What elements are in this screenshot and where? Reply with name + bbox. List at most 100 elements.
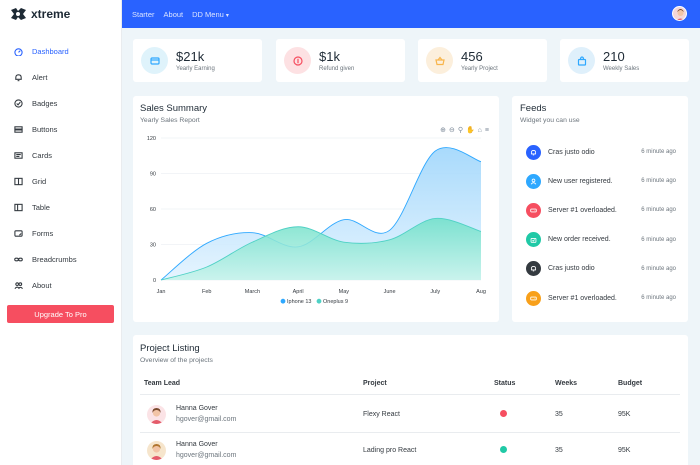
logo-icon [11,8,26,20]
feed-time: 6 minute ago [641,178,676,185]
sidebar-item-breadcrumbs[interactable]: Breadcrumbs [0,246,121,272]
sidebar-item-table[interactable]: Table [0,194,121,220]
stat-text: 210 Weekly Sales [603,49,639,72]
speedometer-icon [14,47,23,56]
bell-icon [530,266,537,272]
stat-card: $1k Refund given [276,39,405,82]
projects-title: Project Listing [140,343,200,354]
hdd-stack-icon [14,125,23,133]
feed-time: 6 minute ago [641,295,676,301]
feed-text: Server #1 overloaded. [548,206,617,214]
home-icon[interactable]: ⌂ [477,127,482,134]
sidebar-item-label: Cards [32,150,53,160]
stat-text: 456 Yearly Project [461,49,498,72]
magnifier-icon[interactable]: ⚲ [457,127,463,134]
user-avatar[interactable] [672,6,687,21]
feed-item[interactable]: Server #1 overloaded. 6 minute ago [526,290,676,306]
columns-icon [14,177,23,185]
x-tick-label: March [245,289,260,295]
hdd-icon [530,208,537,213]
sidebar-item-alert[interactable]: Alert [0,64,121,90]
stat-icon-circle [284,47,311,74]
zoom-out-icon[interactable]: ⊖ [448,127,455,134]
sidebar-item-about[interactable]: About [0,272,121,298]
feed-time: 6 minute ago [641,207,676,214]
sidebar-item-dashboard[interactable]: Dashboard [0,38,121,64]
sidebar-item-forms[interactable]: Forms [0,220,121,246]
hdd-icon [530,296,537,300]
avatar-icon [150,444,163,460]
stat-icon-circle [568,47,595,74]
project-listing-card: Project Listing Overview of the projects… [133,335,688,465]
pan-hand-icon[interactable]: ✋ [465,127,475,134]
stat-value: $1k [319,49,340,64]
table-divider [140,394,680,395]
table-row[interactable]: Hanna Gover hgover@gmail.com Lading pro … [133,433,688,465]
col-status[interactable]: Status [494,380,516,387]
feed-icon-circle [526,173,541,189]
nav-link-about[interactable]: About [163,9,184,19]
stat-label: Yearly Project [461,66,498,72]
topbar: Starter About DD Menu [122,0,700,28]
col-project[interactable]: Project [363,380,387,387]
people-icon [14,281,23,289]
sales-title: Sales Summary [140,103,208,114]
sidebar-item-label: About [32,280,52,290]
feed-item[interactable]: Cras justo odio 6 minute ago [526,261,676,277]
weeks-value: 35 [555,411,563,418]
feed-time: 6 minute ago [641,236,676,243]
nav-link-starter[interactable]: Starter [132,9,155,19]
stat-card: $21k Yearly Earning [133,39,262,82]
lead-name: Hanna Gover [176,405,218,412]
feed-item[interactable]: New user registered. 6 minute ago [526,173,676,189]
feed-item[interactable]: Server #1 overloaded. 6 minute ago [526,202,676,218]
budget-value: 95K [618,411,631,418]
textarea-resize-icon [14,229,23,238]
sidebar-item-label: Dashboard [32,46,69,56]
dd-menu-dropdown[interactable]: DD Menu [192,10,229,19]
x-tick-label: April [293,289,304,295]
avatar-icon [150,408,163,424]
oneplus-9-area-line [160,218,482,281]
stat-label: Weekly Sales [603,66,640,72]
col-weeks[interactable]: Weeks [555,380,578,387]
row-divider [140,432,680,433]
y-tick-label: 0 [153,278,156,284]
person-icon [530,178,537,185]
stat-icon-circle [141,47,168,74]
coin-icon [292,55,303,66]
sidebar-item-grid[interactable]: Grid [0,168,121,194]
project-name: Lading pro React [363,447,417,454]
sidebar-item-label: Alert [32,72,48,82]
feed-text: Server #1 overloaded. [548,294,617,302]
budget-value: 95K [618,447,631,454]
upgrade-button[interactable]: Upgrade To Pro [7,305,114,323]
lead-name: Hanna Gover [176,441,218,448]
weeks-value: 35 [555,447,563,454]
col-team-lead[interactable]: Team Lead [144,380,181,387]
lead-email: hgover@gmail.com [176,416,237,423]
legend-marker [280,298,286,304]
table-row[interactable]: Hanna Gover hgover@gmail.com Flexy React… [133,397,688,431]
feed-item[interactable]: Cras justo odio 6 minute ago [526,144,676,160]
zoom-in-icon[interactable]: ⊕ [440,127,446,134]
bell-icon [14,73,23,82]
sidebar-item-cards[interactable]: Cards [0,142,121,168]
feed-icon-circle [526,144,541,160]
col-budget[interactable]: Budget [618,380,643,387]
feed-text: Cras justo odio [548,148,595,156]
avatar [147,441,166,460]
layout-split-icon [14,203,23,212]
feed-item[interactable]: New order received. 6 minute ago [526,232,676,248]
menu-icon[interactable]: ≡ [484,127,489,134]
bell-icon [15,73,22,81]
y-tick-label: 90 [150,172,156,178]
card-text-icon [14,151,23,159]
card-text-icon [14,151,23,160]
speedometer-icon [14,47,23,56]
sidebar-item-buttons[interactable]: Buttons [0,116,121,142]
brand[interactable]: xtreme [0,0,121,28]
status-dot [500,410,507,417]
feeds-subtitle: Widget you can use [520,117,580,124]
sidebar-item-badges[interactable]: Badges [0,90,121,116]
